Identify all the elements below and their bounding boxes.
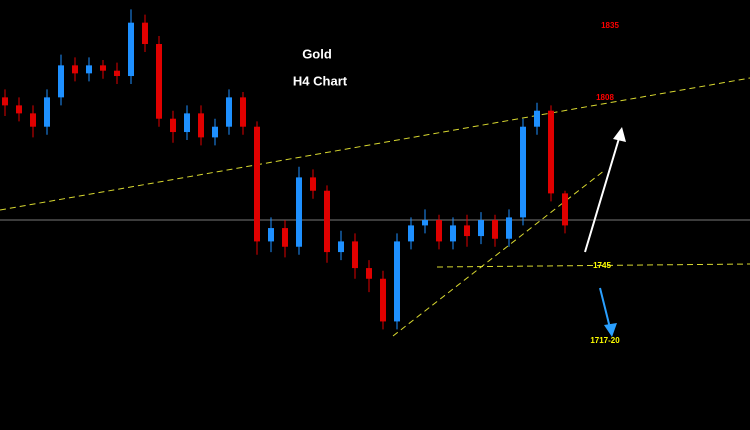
candle-body bbox=[548, 110, 554, 194]
candle-body bbox=[170, 118, 176, 133]
candle-body bbox=[478, 220, 484, 237]
candle-body bbox=[436, 220, 442, 242]
level-label: 1835 bbox=[601, 21, 619, 30]
candle-body bbox=[338, 241, 344, 253]
support-line bbox=[436, 263, 750, 268]
candle-body bbox=[86, 65, 92, 74]
candle-body bbox=[408, 225, 414, 242]
candle-body bbox=[226, 97, 232, 127]
candle-body bbox=[184, 113, 190, 133]
candle-body bbox=[30, 113, 36, 127]
level-label: 1745 bbox=[593, 261, 611, 270]
candle-body bbox=[268, 228, 274, 242]
candle-body bbox=[492, 220, 498, 239]
candle-body bbox=[58, 65, 64, 98]
chart-subtitle: H4 Chart bbox=[293, 73, 348, 88]
candle-body bbox=[520, 126, 526, 218]
candle-body bbox=[380, 278, 386, 322]
trend-line bbox=[392, 169, 606, 337]
candle-body bbox=[324, 190, 330, 253]
candle-body bbox=[128, 22, 134, 77]
trend-line bbox=[0, 77, 750, 211]
candle-body bbox=[366, 268, 372, 279]
candle-body bbox=[44, 97, 50, 127]
down-arrow-head bbox=[604, 323, 617, 337]
chart-title: Gold bbox=[302, 46, 332, 61]
candle-body bbox=[422, 220, 428, 226]
up-arrow bbox=[584, 134, 621, 253]
down-arrow bbox=[599, 287, 611, 329]
candle-body bbox=[534, 110, 540, 127]
candles bbox=[2, 9, 568, 330]
candle-body bbox=[562, 193, 568, 226]
candle-body bbox=[2, 97, 8, 106]
candle-body bbox=[114, 70, 120, 77]
candle-body bbox=[100, 65, 106, 71]
candle-body bbox=[506, 217, 512, 239]
level-label: 1808 bbox=[596, 93, 614, 102]
candle-body bbox=[394, 241, 400, 322]
candle-body bbox=[352, 241, 358, 269]
candle-body bbox=[198, 113, 204, 138]
up-arrow-head bbox=[613, 127, 626, 142]
level-label: 1717-20 bbox=[590, 336, 620, 345]
candle-body bbox=[142, 22, 148, 45]
candle-body bbox=[450, 225, 456, 242]
candle-body bbox=[72, 65, 78, 74]
candle-body bbox=[282, 228, 288, 247]
candle-body bbox=[16, 105, 22, 114]
candle-body bbox=[464, 225, 470, 237]
candle-body bbox=[254, 126, 260, 242]
candle-body bbox=[240, 97, 246, 127]
candle-body bbox=[156, 44, 162, 119]
candle-body bbox=[212, 126, 218, 138]
candle-body bbox=[310, 177, 316, 191]
candle-body bbox=[296, 177, 302, 247]
